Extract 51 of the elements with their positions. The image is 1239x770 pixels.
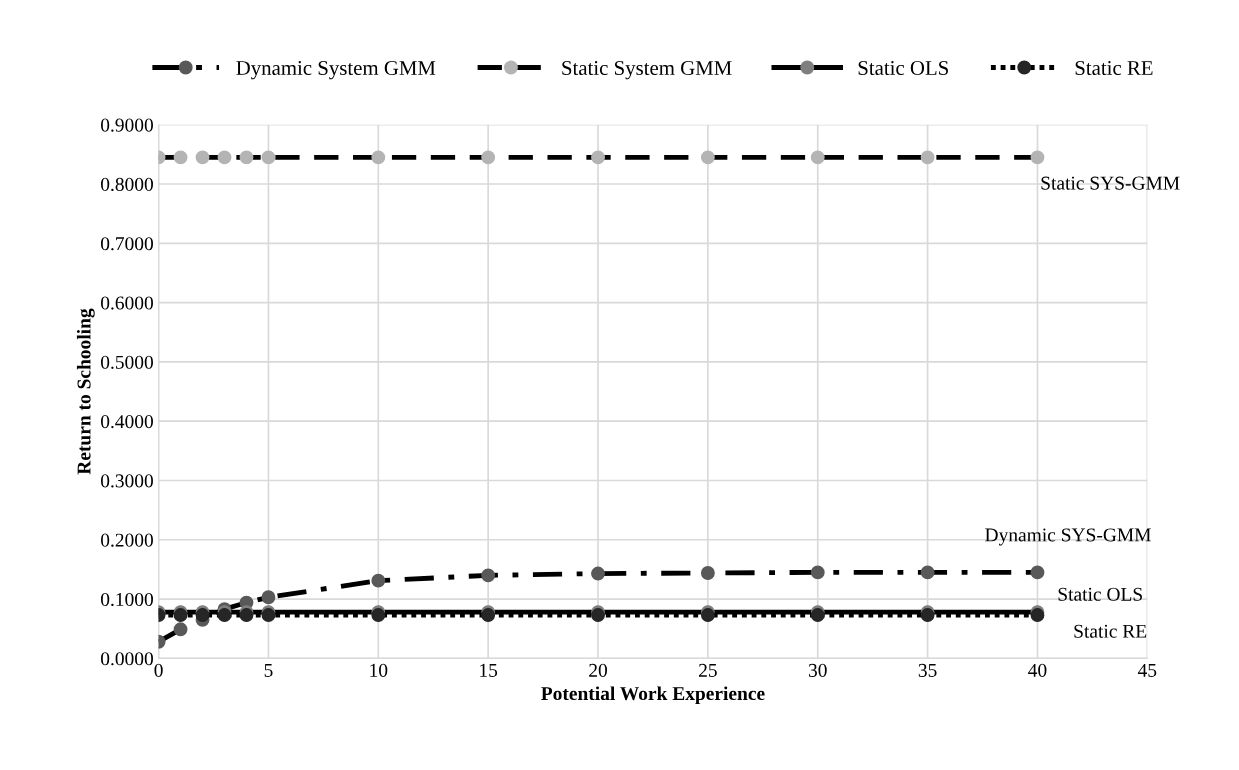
annotation: Dynamic SYS-GMM <box>985 528 1151 546</box>
legend-label: Dynamic System GMM <box>236 61 436 80</box>
y-tick-label: 0.3000 <box>101 474 153 488</box>
x-tick-label: 10 <box>370 663 388 677</box>
point <box>920 565 935 580</box>
x-tick-label: 20 <box>589 663 607 677</box>
annotation: Static RE <box>1074 624 1147 638</box>
point <box>195 150 210 165</box>
y-tick-label: 0.5000 <box>101 355 153 369</box>
point <box>1030 565 1045 580</box>
x-axis-title: Potential Work Experience <box>541 686 765 705</box>
y-tick-label: 0.0000 <box>101 652 153 666</box>
y-tick-label: 0.1000 <box>101 592 153 607</box>
point <box>810 565 825 580</box>
point <box>1030 150 1045 165</box>
legend-label: Static System GMM <box>562 61 732 80</box>
point <box>173 622 188 637</box>
y-axis-title: Return to Schooling <box>76 308 95 475</box>
point <box>810 150 825 165</box>
x-tick-label: 35 <box>918 663 937 677</box>
point <box>700 150 715 165</box>
x-tick-label: 15 <box>480 663 498 677</box>
y-tick-label: 0.7000 <box>101 237 153 251</box>
point <box>261 590 276 605</box>
point <box>700 566 715 580</box>
annotation: Static SYS-GMM <box>1041 176 1180 190</box>
point <box>371 573 386 588</box>
y-tick-label: 0.9000 <box>101 118 153 132</box>
x-tick-label: 25 <box>699 663 717 677</box>
point <box>261 150 276 165</box>
legend-label: Static RE <box>1075 61 1153 76</box>
x-tick-label: 45 <box>1137 663 1157 677</box>
x-tick-label: 40 <box>1028 663 1047 677</box>
point <box>217 150 232 165</box>
point <box>481 150 496 165</box>
point <box>371 150 386 165</box>
annotation: Static OLS <box>1058 587 1142 601</box>
legend-label: Static OLS <box>858 61 948 76</box>
x-tick-label: 5 <box>264 663 273 677</box>
point <box>481 568 496 583</box>
y-tick-label: 0.6000 <box>101 296 153 310</box>
point <box>591 566 605 581</box>
point <box>239 150 254 165</box>
point <box>591 150 605 165</box>
y-tick-label: 0.8000 <box>101 177 153 192</box>
x-tick-label: 0 <box>154 663 163 677</box>
x-tick-label: 30 <box>808 663 827 677</box>
y-tick-label: 0.2000 <box>101 533 153 547</box>
point <box>920 150 935 165</box>
y-tick-label: 0.4000 <box>101 415 153 429</box>
point <box>173 150 188 165</box>
